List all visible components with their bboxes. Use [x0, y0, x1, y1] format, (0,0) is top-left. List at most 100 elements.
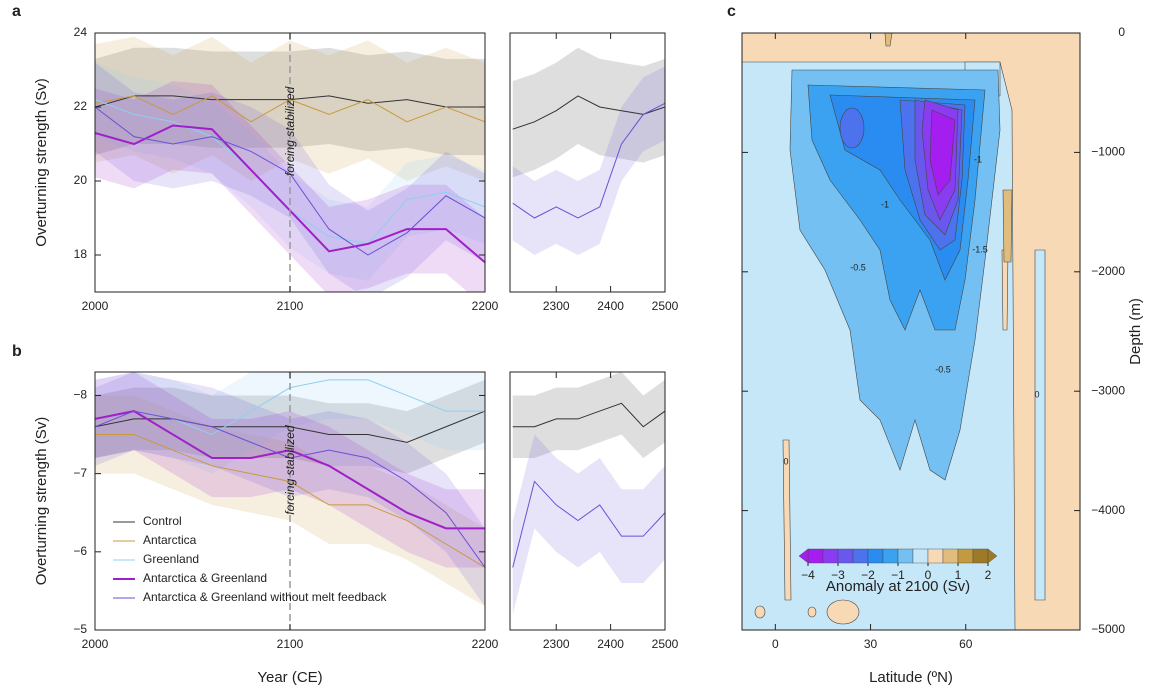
axes-frame [509, 32, 666, 293]
confidence-band [95, 395, 485, 607]
colorbar-swatch [867, 548, 884, 564]
colorbar-tick-label: −2 [861, 568, 875, 582]
colorbar-tick-label: 0 [925, 568, 932, 582]
contour-region [839, 107, 865, 149]
plot-area [512, 47, 665, 255]
x-tick-label: 2200 [472, 299, 499, 313]
contour-region [884, 33, 893, 47]
y-tick-label: −2000 [1091, 264, 1125, 278]
colorbar-tick-label: 1 [955, 568, 962, 582]
x-tick-label: 2000 [82, 299, 109, 313]
colorbar-swatch [972, 548, 989, 564]
contour-region [1002, 189, 1013, 263]
y-tick-label: −6 [73, 544, 87, 558]
colorbar-swatch [852, 548, 869, 564]
confidence-band [95, 372, 485, 568]
colorbar-swatch [912, 548, 929, 564]
y-tick-label: 18 [74, 247, 88, 261]
y-tick-label: −5 [73, 622, 87, 636]
legend-label: Antarctica [143, 533, 197, 547]
x-tick-label: 2100 [277, 299, 304, 313]
contour-label: -0.5 [935, 364, 951, 374]
contour-region [754, 605, 766, 619]
colorbar-swatch [942, 548, 959, 564]
y-tick-label: 22 [74, 99, 88, 113]
y-tick-label: −7 [73, 466, 87, 480]
colorbar-tick-label: −3 [831, 568, 845, 582]
series-line [512, 402, 665, 428]
y-tick-label: −4000 [1091, 503, 1125, 517]
panel-label: c [727, 3, 736, 20]
contour-region [929, 109, 956, 196]
legend-label: Greenland [143, 552, 199, 566]
x-tick-label: 2400 [597, 637, 624, 651]
y-tick-label: −3000 [1091, 383, 1125, 397]
contour-label: -0.5 [850, 262, 866, 272]
x-axis-label: Year (CE) [257, 669, 322, 686]
legend-label: Control [143, 514, 182, 528]
plot-area [512, 372, 665, 615]
y-tick-label: −5000 [1091, 622, 1125, 636]
colorbar-tick-label: 2 [985, 568, 992, 582]
contour-label: -1 [881, 199, 889, 209]
contour-region [1034, 249, 1046, 601]
contour-label: 0 [1034, 389, 1039, 399]
x-tick-label: 2400 [597, 299, 624, 313]
series-line [95, 106, 485, 256]
legend-label: Antarctica & Greenland without melt feed… [143, 590, 387, 604]
x-tick-label: 2000 [82, 637, 109, 651]
y-axis-label: Overturning strength (Sv) [33, 417, 50, 585]
y-tick-label: −1000 [1091, 145, 1125, 159]
axes-frame [509, 371, 666, 631]
contour-label: -1.5 [972, 244, 988, 254]
contour-label: 0 [783, 456, 788, 466]
colorbar-swatch [882, 548, 899, 564]
series-line [95, 434, 485, 568]
colorbar-swatch [837, 548, 854, 564]
x-tick-label: 2300 [543, 637, 570, 651]
confidence-band [95, 36, 485, 182]
annotation-text: forcing stabilized [283, 425, 297, 515]
confidence-band [512, 434, 665, 615]
colorbar-tick-label: −4 [801, 568, 815, 582]
y-tick-label: 20 [74, 173, 88, 187]
legend-label: Antarctica & Greenland [143, 571, 267, 585]
confidence-band [95, 62, 485, 281]
y-tick-label: 0 [1118, 25, 1125, 39]
colorbar-swatch [822, 548, 839, 564]
x-tick-label: 2300 [543, 299, 570, 313]
confidence-band [512, 47, 665, 178]
contour-region [807, 606, 817, 618]
series-line [95, 410, 485, 568]
colorbar-swatch [807, 548, 824, 564]
y-axis-label: Depth (m) [1127, 298, 1144, 365]
panel-label: b [12, 343, 22, 360]
colorbar-arrow [798, 548, 809, 564]
contour-label: -1 [974, 154, 982, 164]
colorbar-swatch [927, 548, 944, 564]
y-axis-label: Overturning strength (Sv) [33, 78, 50, 246]
colorbar-arrow [987, 548, 998, 564]
plot-area: -0.5 -1 -1.5 -0.5 0 0 -1 [742, 33, 1080, 630]
contour-region [826, 599, 860, 625]
x-tick-label: 2100 [277, 637, 304, 651]
plot-area [95, 372, 485, 607]
colorbar-label: Anomaly at 2100 (Sv) [826, 578, 970, 595]
series-line [512, 102, 665, 219]
y-tick-label: −8 [73, 388, 87, 402]
confidence-band [512, 66, 665, 255]
series-line [95, 410, 485, 443]
colorbar-tick-label: −1 [891, 568, 905, 582]
confidence-band [95, 81, 485, 292]
x-tick-label: 2500 [652, 637, 679, 651]
colorbar-swatch [957, 548, 974, 564]
x-tick-label: 30 [864, 637, 878, 651]
colorbar-swatch [897, 548, 914, 564]
annotation-text: forcing stabilized [283, 86, 297, 176]
x-axis-label: Latitude (ºN) [869, 669, 953, 686]
y-tick-label: 24 [74, 25, 88, 39]
panel-label: a [12, 3, 21, 20]
confidence-band [95, 372, 485, 607]
